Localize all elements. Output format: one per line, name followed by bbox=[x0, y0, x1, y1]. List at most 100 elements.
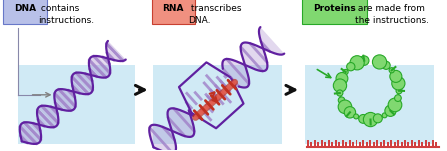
Circle shape bbox=[396, 88, 402, 94]
Bar bbox=[380, 142, 382, 147]
Text: Proteins: Proteins bbox=[313, 4, 356, 13]
Bar bbox=[414, 142, 417, 147]
Circle shape bbox=[347, 63, 355, 71]
Polygon shape bbox=[223, 27, 284, 88]
Polygon shape bbox=[20, 127, 36, 144]
Polygon shape bbox=[37, 113, 51, 127]
Circle shape bbox=[354, 114, 358, 119]
Circle shape bbox=[395, 95, 401, 101]
Circle shape bbox=[359, 56, 369, 65]
Polygon shape bbox=[55, 100, 65, 110]
Circle shape bbox=[358, 114, 367, 123]
Bar bbox=[435, 142, 437, 147]
Bar bbox=[338, 142, 340, 147]
Text: DNA: DNA bbox=[14, 4, 36, 13]
Polygon shape bbox=[63, 89, 76, 102]
Polygon shape bbox=[93, 56, 110, 74]
Text: RNA: RNA bbox=[162, 4, 184, 13]
Bar bbox=[387, 142, 389, 147]
Bar bbox=[305, 65, 434, 144]
Circle shape bbox=[343, 69, 348, 75]
Bar bbox=[404, 140, 406, 147]
Bar bbox=[383, 140, 385, 147]
Circle shape bbox=[382, 113, 387, 118]
Polygon shape bbox=[49, 106, 58, 116]
Bar bbox=[369, 140, 371, 147]
Bar bbox=[363, 140, 364, 147]
Text: 2.: 2. bbox=[152, 4, 161, 13]
Polygon shape bbox=[22, 122, 41, 141]
Bar bbox=[153, 65, 282, 144]
Circle shape bbox=[338, 100, 352, 114]
Polygon shape bbox=[38, 106, 58, 126]
Polygon shape bbox=[37, 108, 55, 127]
Bar bbox=[321, 140, 323, 147]
Polygon shape bbox=[55, 90, 75, 111]
Bar bbox=[397, 140, 399, 147]
Bar bbox=[355, 140, 358, 147]
Polygon shape bbox=[42, 106, 59, 122]
Circle shape bbox=[385, 105, 396, 116]
Circle shape bbox=[350, 56, 364, 70]
Circle shape bbox=[389, 68, 394, 73]
Circle shape bbox=[388, 98, 402, 112]
Text: transcribes
DNA.: transcribes DNA. bbox=[188, 4, 242, 24]
Polygon shape bbox=[89, 56, 110, 77]
Polygon shape bbox=[71, 87, 78, 95]
Bar bbox=[18, 65, 135, 144]
Circle shape bbox=[392, 77, 405, 90]
Circle shape bbox=[363, 112, 378, 127]
Polygon shape bbox=[149, 108, 194, 151]
Circle shape bbox=[333, 79, 346, 92]
Text: are made from
the instructions.: are made from the instructions. bbox=[354, 4, 429, 24]
Polygon shape bbox=[72, 75, 91, 94]
Bar bbox=[314, 140, 316, 147]
Bar bbox=[411, 140, 413, 147]
Bar bbox=[428, 142, 430, 147]
Circle shape bbox=[382, 61, 390, 69]
Bar bbox=[376, 140, 378, 147]
Polygon shape bbox=[106, 53, 114, 60]
Polygon shape bbox=[20, 123, 40, 144]
Text: 3.: 3. bbox=[302, 4, 312, 13]
Bar bbox=[307, 140, 309, 147]
Bar bbox=[394, 142, 396, 147]
Bar bbox=[352, 142, 354, 147]
Circle shape bbox=[373, 114, 382, 123]
Circle shape bbox=[338, 97, 345, 104]
Polygon shape bbox=[89, 60, 106, 78]
Bar bbox=[359, 142, 361, 147]
Bar bbox=[317, 142, 319, 147]
Polygon shape bbox=[89, 66, 100, 77]
Polygon shape bbox=[35, 121, 43, 129]
Bar bbox=[349, 140, 350, 147]
Polygon shape bbox=[72, 79, 86, 94]
Bar bbox=[408, 142, 409, 147]
Bar bbox=[345, 142, 347, 147]
Polygon shape bbox=[20, 134, 29, 143]
Polygon shape bbox=[28, 122, 41, 136]
Polygon shape bbox=[57, 89, 76, 108]
Bar bbox=[401, 142, 403, 147]
Bar bbox=[432, 140, 434, 147]
Polygon shape bbox=[73, 73, 93, 93]
Polygon shape bbox=[106, 41, 126, 61]
Circle shape bbox=[337, 90, 343, 96]
Polygon shape bbox=[77, 72, 93, 89]
Bar bbox=[328, 140, 330, 147]
Circle shape bbox=[390, 70, 402, 82]
Polygon shape bbox=[98, 56, 110, 69]
Bar bbox=[422, 142, 423, 147]
Text: 1.: 1. bbox=[3, 4, 13, 13]
Circle shape bbox=[336, 72, 348, 84]
Bar bbox=[342, 140, 344, 147]
Polygon shape bbox=[106, 46, 121, 61]
Bar bbox=[325, 142, 326, 147]
Circle shape bbox=[344, 107, 356, 118]
Text: contains
instructions.: contains instructions. bbox=[38, 4, 94, 24]
Bar bbox=[366, 142, 368, 147]
Polygon shape bbox=[84, 73, 92, 81]
Circle shape bbox=[372, 55, 387, 69]
Bar bbox=[335, 140, 337, 147]
Polygon shape bbox=[55, 93, 71, 111]
